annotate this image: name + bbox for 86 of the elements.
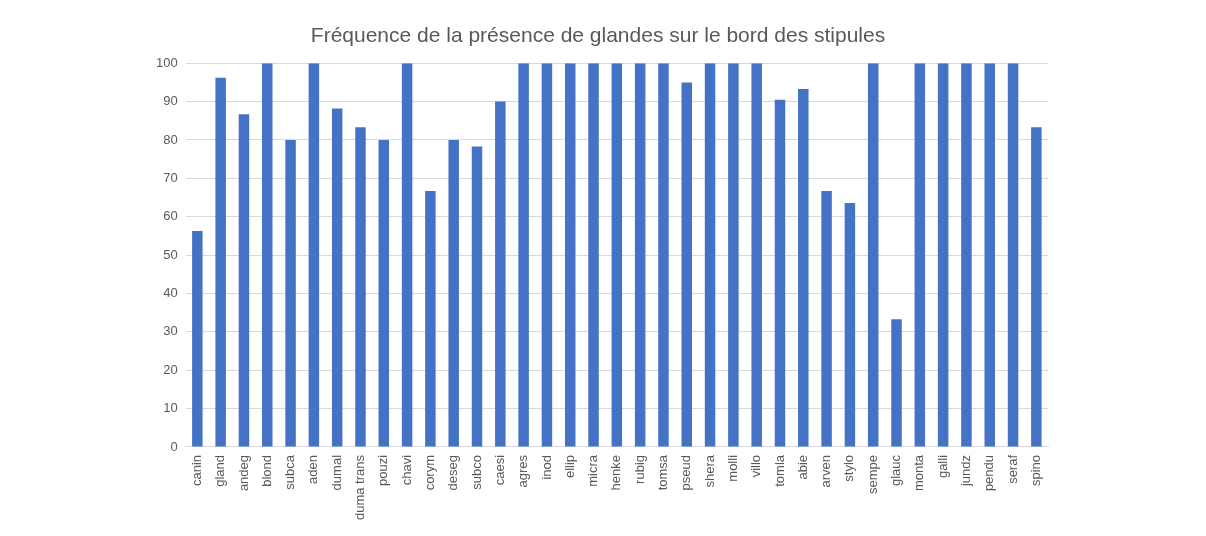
- x-tick-label: galli: [934, 454, 950, 479]
- bar: [961, 63, 972, 447]
- y-tick-label: 100: [155, 54, 178, 70]
- x-tick-label: henke: [608, 454, 624, 491]
- y-tick-label: 40: [163, 285, 178, 301]
- y-tick-label: 20: [163, 361, 178, 377]
- bar: [401, 63, 413, 447]
- bar: [192, 230, 203, 447]
- x-tick-label: glauc: [888, 454, 904, 487]
- bar: [518, 63, 529, 447]
- chart-title: Fréquence de la présence de glandes sur le bord des stipules: [310, 23, 886, 47]
- y-tick-label: 50: [163, 246, 178, 262]
- x-tick-label: inod: [538, 454, 554, 480]
- bar: [821, 191, 832, 447]
- y-tick-label: 90: [163, 93, 178, 109]
- bar: [285, 139, 296, 447]
- x-tick-label: villo: [748, 454, 764, 478]
- bar: [751, 63, 762, 447]
- x-tick-label: ellip: [561, 454, 577, 479]
- bar: [914, 63, 926, 447]
- y-tick-label: 30: [163, 323, 178, 339]
- x-tick-label: rubig: [631, 454, 647, 484]
- x-tick-label: chavi: [398, 454, 414, 486]
- bar: [378, 139, 390, 447]
- x-tick-label: micra: [585, 454, 601, 487]
- x-tick-label: molli: [724, 454, 740, 482]
- bar: [984, 63, 995, 447]
- bar: [308, 63, 320, 447]
- bar: [331, 108, 343, 447]
- x-tick-label: jundz: [958, 454, 974, 488]
- bar: [634, 63, 646, 447]
- x-tick-label: canin: [188, 454, 204, 487]
- x-tick-label: tomla: [771, 454, 787, 487]
- bar: [1031, 127, 1042, 447]
- x-tick-label: pouzi: [375, 454, 391, 487]
- x-tick-label: blond: [258, 454, 274, 487]
- bar: [1007, 63, 1019, 447]
- x-tick-label: deseg: [445, 454, 461, 491]
- x-tick-label: sempe: [864, 454, 880, 494]
- x-tick-label: shera: [701, 454, 717, 488]
- x-tick-label: abie: [794, 454, 810, 480]
- bar: [262, 63, 273, 447]
- bar: [588, 63, 599, 447]
- y-tick-label: 70: [163, 169, 178, 185]
- bar: [867, 63, 879, 447]
- bar: [448, 139, 459, 447]
- x-tick-label: andeg: [235, 454, 251, 492]
- bar: [495, 101, 506, 447]
- bar: [611, 63, 623, 447]
- bar: [704, 63, 716, 447]
- bar: [215, 77, 226, 447]
- x-tick-label: arven: [818, 454, 834, 488]
- x-tick-label: corym: [421, 454, 437, 491]
- x-tick-label: duma trans: [352, 454, 368, 521]
- bar: [844, 202, 856, 447]
- x-tick-label: gland: [212, 454, 228, 487]
- x-tick-label: seraf: [1004, 454, 1020, 484]
- bar: [937, 63, 949, 447]
- x-tick-label: tomsa: [655, 454, 671, 491]
- x-tick-label: agres: [515, 454, 531, 488]
- bar: [658, 63, 669, 447]
- bar: [471, 146, 483, 447]
- bar: [891, 319, 902, 447]
- x-tick-label: aden: [305, 454, 321, 484]
- x-tick-label: pseud: [678, 454, 694, 491]
- x-tick-label: monta: [911, 454, 927, 492]
- x-tick-label: stylo: [841, 454, 857, 482]
- y-tick-label: 0: [170, 438, 178, 454]
- bar: [425, 191, 436, 447]
- bar: [355, 127, 366, 447]
- x-tick-label: caesi: [491, 454, 507, 486]
- x-tick-label: dumal: [328, 454, 344, 491]
- bar: [728, 63, 739, 447]
- bar: [238, 114, 250, 447]
- bar: [564, 63, 576, 447]
- y-tick-label: 60: [163, 208, 178, 224]
- bar: [774, 99, 786, 447]
- bar: [798, 88, 809, 447]
- y-tick-label: 10: [163, 400, 178, 416]
- bar: [541, 63, 553, 447]
- bar: [681, 82, 693, 447]
- x-tick-label: pendu: [981, 454, 997, 492]
- y-tick-label: 80: [163, 131, 178, 147]
- x-tick-label: spino: [1027, 454, 1043, 487]
- x-tick-label: subco: [468, 454, 484, 490]
- x-tick-label: subca: [282, 454, 298, 490]
